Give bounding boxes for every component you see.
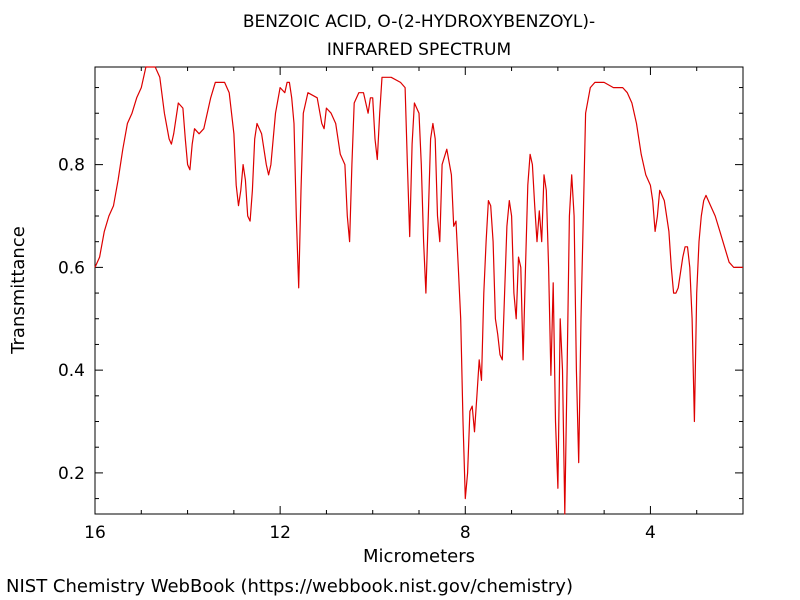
y-axis-label: Transmittance: [8, 226, 29, 355]
chart-title-line-1: BENZOIC ACID, O-(2-HYDROXYBENZOYL)-: [242, 12, 596, 32]
x-tick-label: 4: [645, 523, 656, 543]
y-tick-label: 0.6: [58, 258, 85, 278]
source-credit: NIST Chemistry WebBook (https://webbook.…: [6, 576, 573, 597]
plot-frame: [94, 66, 744, 515]
x-tick-label: 8: [460, 523, 471, 543]
x-axis-label: Micrometers: [363, 546, 475, 567]
y-tick-label: 0.2: [58, 464, 85, 484]
y-tick-label: 0.8: [58, 156, 85, 176]
y-tick-label: 0.4: [58, 361, 85, 381]
x-tick-label: 12: [269, 523, 291, 543]
x-tick-label: 16: [84, 523, 106, 543]
spectrum-line: [94, 66, 743, 515]
chart-title-line-2: INFRARED SPECTRUM: [326, 40, 512, 60]
